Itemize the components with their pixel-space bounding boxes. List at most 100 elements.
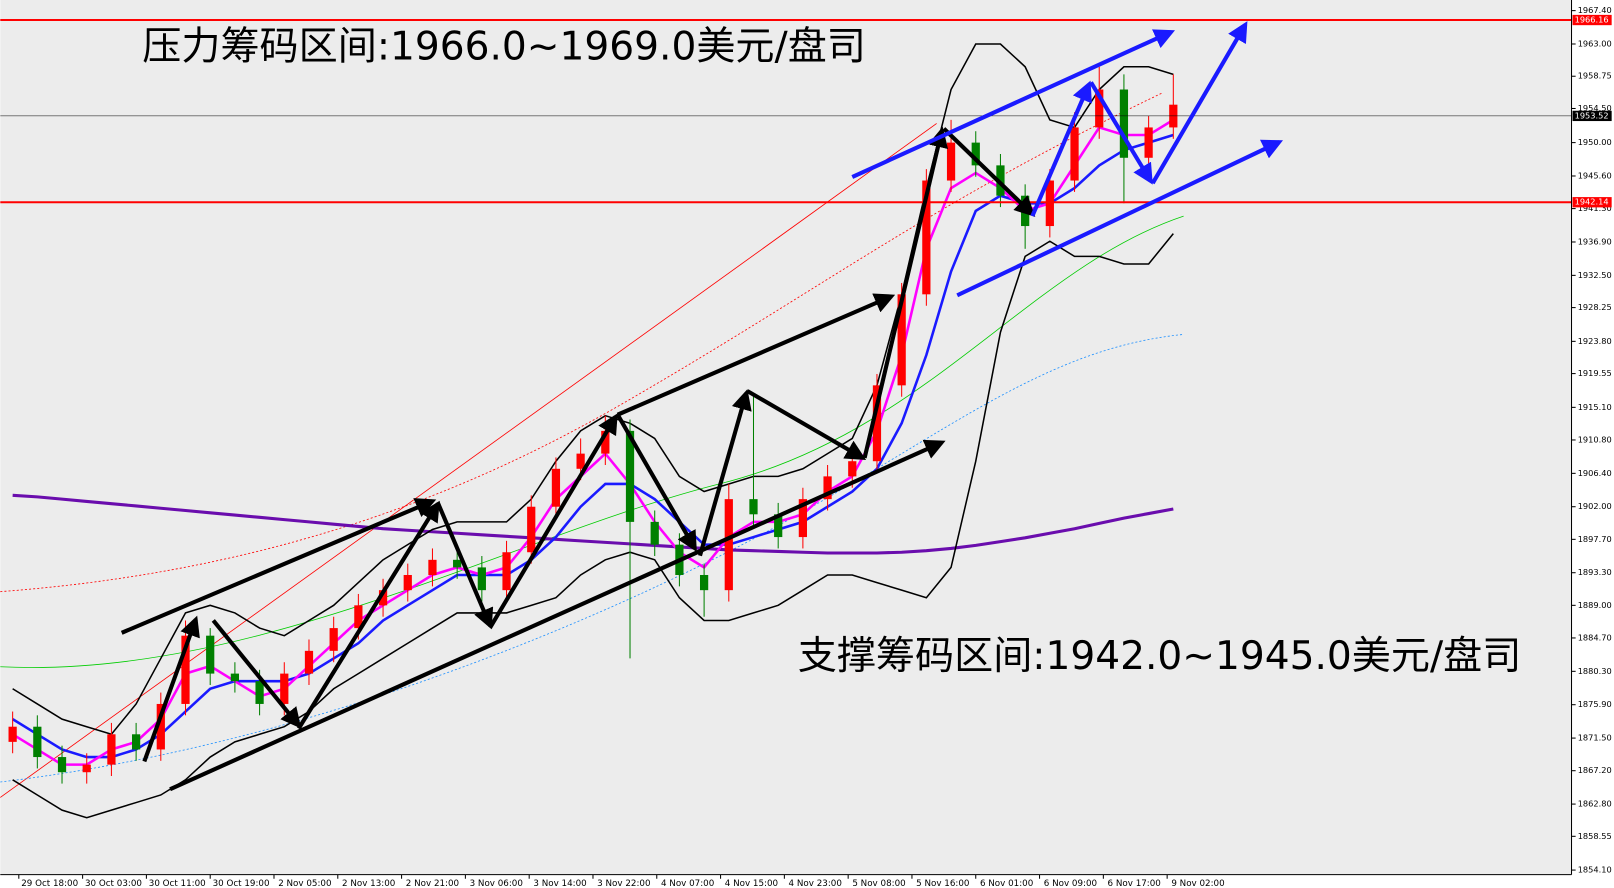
y-tick-label: 1936.90 [1578,236,1612,246]
y-tick-label: 1932.50 [1578,270,1612,280]
layout-lines [0,92,1184,798]
candle-body [527,506,536,553]
y-tick-label: 1963.00 [1578,38,1612,48]
candle-body [403,574,412,591]
candle-body [57,757,67,773]
x-tick-label: 6 Nov 09:00 [1044,879,1097,888]
y-tick-label: 1945.60 [1578,170,1612,180]
candle-body [428,559,437,575]
y-tick-label: 1889.00 [1578,600,1612,610]
y-tick-label: 1854.10 [1578,865,1612,875]
y-tick-label: 1897.70 [1578,534,1612,544]
y-tick-label: 1919.55 [1578,368,1612,378]
candle-body [107,734,116,765]
candle-body [946,142,956,181]
candle-body [33,726,42,758]
x-tick-label: 4 Nov 23:00 [789,879,842,888]
candle-body [1070,127,1079,181]
y-tick-label: 1941.30 [1578,203,1612,213]
candle-body [872,385,882,462]
candle-body [724,499,733,591]
y-tick-label: 1915.10 [1578,402,1612,412]
x-tick-label: 30 Oct 19:00 [213,879,270,888]
candle-body [601,430,610,454]
candle-body [131,734,141,750]
candle-body [255,681,264,704]
x-tick-label: 4 Nov 15:00 [725,879,778,888]
candle-body [354,605,363,629]
y-tick-label: 1867.20 [1578,765,1612,775]
candle-body [798,499,807,538]
price-level-label: 1942.14 [1575,197,1609,207]
y-tick-label: 1880.30 [1578,666,1612,676]
candle-body [181,635,190,704]
indicator-line [12,493,1174,555]
x-tick-label: 4 Nov 07:00 [661,879,714,888]
price-level-box [1572,110,1612,122]
x-tick-label: 29 Oct 18:00 [21,879,78,888]
x-tick-label: 6 Nov 17:00 [1108,879,1161,888]
candle-body [749,499,758,515]
candle-body [699,574,709,591]
candle-body [329,628,338,651]
candle-body [774,514,783,538]
candle-body [304,650,314,674]
y-tick-label: 1862.80 [1578,799,1612,809]
trend-arrows [120,21,1284,792]
price-level-label: 1953.52 [1575,110,1609,120]
price-level-label: 1966.16 [1575,15,1609,25]
candle-body [230,673,240,682]
x-tick-label: 30 Oct 11:00 [149,879,206,888]
y-tick-label: 1893.30 [1578,567,1612,577]
x-tick-label: 30 Oct 03:00 [85,879,142,888]
candle-body [502,552,511,591]
plot-area [0,0,1572,875]
candle-body [650,521,659,545]
indicator-line [12,233,1174,819]
x-tick-label: 5 Nov 16:00 [916,879,969,888]
candle-body [823,476,832,500]
y-tick-label: 1928.25 [1578,302,1612,312]
y-tick-label: 1967.40 [1578,5,1612,15]
candle-body [971,142,980,166]
x-tick-label: 5 Nov 08:00 [852,879,905,888]
x-tick-label: 3 Nov 22:00 [597,879,650,888]
candle-body [8,726,17,742]
candle-body [848,461,857,477]
y-tick-label: 1858.55 [1578,831,1612,841]
x-tick-label: 2 Nov 05:00 [278,879,331,888]
y-tick-label: 1884.70 [1578,632,1612,642]
y-tick-label: 1910.80 [1578,434,1612,444]
price-level-box [1572,197,1612,208]
y-tick-label: 1906.40 [1578,468,1612,478]
y-tick-label: 1902.00 [1578,501,1612,511]
y-tick-label: 1923.80 [1578,336,1612,346]
candle-body [156,703,165,750]
y-tick-label: 1954.50 [1578,103,1612,113]
x-tick-label: 3 Nov 14:00 [533,879,586,888]
indicator-line [12,43,1174,736]
candle-body [378,590,388,606]
resistance-annotation: 压力筹码区间:1966.0~1969.0美元/盘司 [142,25,866,70]
candle-body [453,559,462,568]
candle-body [1045,180,1054,227]
indicator-line [11,133,1174,759]
candle-body [477,567,486,591]
y-tick-label: 1875.90 [1578,699,1612,709]
candle-body [1095,89,1104,128]
candle-body [206,635,215,674]
candle-body [551,468,561,507]
x-tick-label: 2 Nov 13:00 [342,879,395,888]
candle-body [922,180,931,295]
candle-body [576,453,585,469]
candle-body [625,430,635,522]
x-tick-label: 6 Nov 01:00 [980,879,1033,888]
support-annotation: 支撑筹码区间:1942.0~1945.0美元/盘司 [798,634,1522,679]
candle-body [1119,89,1129,158]
y-tick-label: 1871.50 [1578,733,1612,743]
candle-body [897,294,906,386]
x-tick-label: 2 Nov 21:00 [406,879,459,888]
candle-body [280,673,289,704]
